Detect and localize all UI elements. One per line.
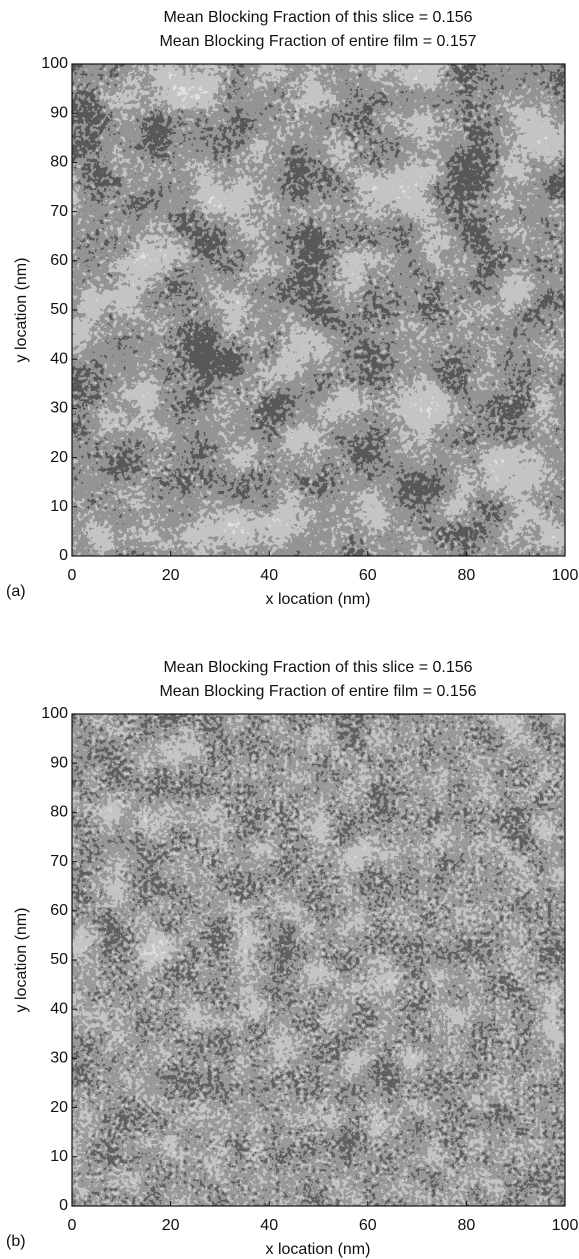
- y-tick-label: 70: [50, 853, 68, 870]
- image-area: [72, 714, 565, 1206]
- x-tick-label: 60: [359, 567, 377, 584]
- x-tick-label: 100: [552, 567, 579, 584]
- chart-title: Mean Blocking Fraction of this slice = 0…: [163, 659, 472, 676]
- x-tick-label: 40: [260, 567, 278, 584]
- y-tick-label: 10: [50, 498, 68, 515]
- y-tick-label: 0: [59, 547, 68, 564]
- y-tick-label: 90: [50, 104, 68, 121]
- y-tick-label: 50: [50, 951, 68, 968]
- y-axis-label: y location (nm): [13, 258, 30, 363]
- panel-label: (a): [6, 583, 26, 600]
- y-tick-label: 20: [50, 449, 68, 466]
- y-tick-label: 40: [50, 350, 68, 367]
- y-tick-label: 60: [50, 252, 68, 269]
- y-tick-label: 80: [50, 804, 68, 821]
- x-tick-label: 20: [162, 567, 180, 584]
- y-tick-label: 10: [50, 1148, 68, 1165]
- y-tick-label: 40: [50, 1000, 68, 1017]
- chart-subtitle: Mean Blocking Fraction of entire film = …: [159, 683, 476, 700]
- y-tick-label: 30: [50, 400, 68, 417]
- chart-title: Mean Blocking Fraction of this slice = 0…: [163, 9, 472, 26]
- y-tick-label: 60: [50, 902, 68, 919]
- x-tick-label: 100: [552, 1217, 579, 1234]
- y-tick-label: 30: [50, 1050, 68, 1067]
- y-tick-label: 20: [50, 1099, 68, 1116]
- x-axis-label: x location (nm): [266, 1241, 371, 1258]
- y-tick-label: 90: [50, 754, 68, 771]
- x-tick-label: 60: [359, 1217, 377, 1234]
- y-tick-label: 0: [59, 1197, 68, 1214]
- x-tick-label: 20: [162, 1217, 180, 1234]
- y-axis-label: y location (nm): [13, 908, 30, 1013]
- x-tick-label: 0: [68, 1217, 77, 1234]
- x-tick-label: 80: [458, 567, 476, 584]
- chart-subtitle: Mean Blocking Fraction of entire film = …: [159, 33, 476, 50]
- image-area: [72, 64, 565, 556]
- panel-label: (b): [6, 1233, 26, 1250]
- y-tick-label: 100: [41, 55, 68, 72]
- x-tick-label: 80: [458, 1217, 476, 1234]
- x-tick-label: 0: [68, 567, 77, 584]
- y-tick-label: 70: [50, 203, 68, 220]
- y-tick-label: 50: [50, 301, 68, 318]
- x-tick-label: 40: [260, 1217, 278, 1234]
- y-tick-label: 100: [41, 705, 68, 722]
- y-tick-label: 80: [50, 154, 68, 171]
- x-axis-label: x location (nm): [266, 591, 371, 608]
